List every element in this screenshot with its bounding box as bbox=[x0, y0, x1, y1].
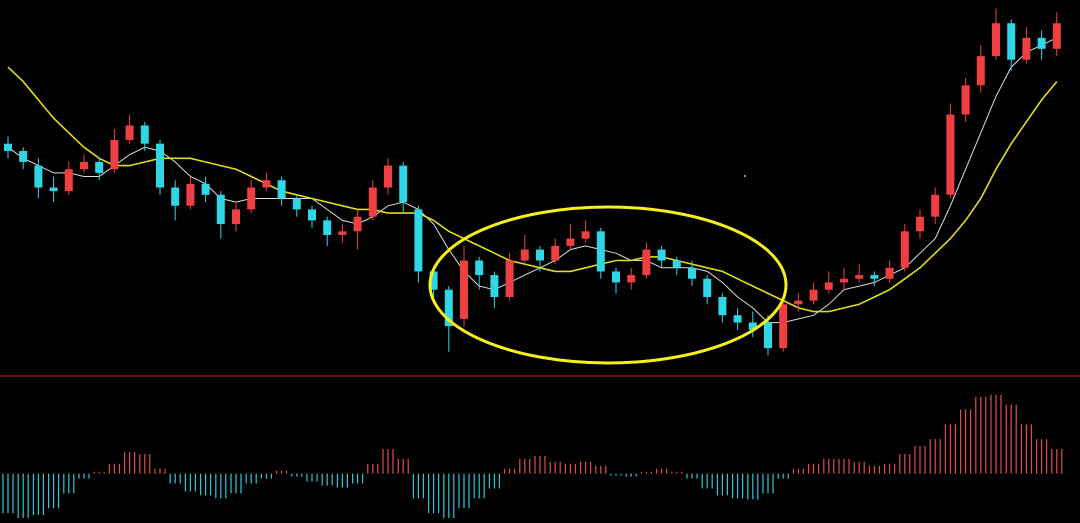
candle-body bbox=[1007, 23, 1016, 60]
plot-area bbox=[2, 8, 1063, 519]
candle-body bbox=[262, 180, 271, 188]
candle-body bbox=[566, 238, 575, 246]
candle-body bbox=[612, 271, 620, 283]
candle-body bbox=[64, 169, 73, 192]
moving-average-line bbox=[7, 37, 1058, 324]
candle-body bbox=[855, 275, 864, 279]
candle-body bbox=[232, 209, 240, 224]
candle-body bbox=[581, 231, 590, 239]
candle-body bbox=[95, 161, 104, 173]
candle-body bbox=[34, 165, 43, 188]
candle-body bbox=[809, 289, 818, 301]
candle-body bbox=[277, 180, 286, 199]
candle-body bbox=[627, 275, 636, 283]
candle-body bbox=[49, 187, 58, 192]
candle-body bbox=[520, 249, 529, 261]
candle-body bbox=[961, 85, 970, 115]
candle-body bbox=[551, 245, 560, 261]
candle-body bbox=[140, 125, 149, 144]
candle-body bbox=[110, 140, 119, 170]
candle-body bbox=[384, 165, 392, 188]
candle-body bbox=[414, 209, 423, 272]
moving-average-line bbox=[7, 66, 1058, 313]
candle-body bbox=[900, 231, 909, 268]
candle-body bbox=[338, 231, 347, 235]
candle-body bbox=[460, 260, 468, 319]
candle-body bbox=[444, 289, 453, 327]
candle-body bbox=[718, 297, 727, 316]
candle-body bbox=[80, 161, 88, 170]
candle-body bbox=[399, 165, 408, 203]
candle-body bbox=[657, 249, 666, 261]
candle-body bbox=[19, 151, 28, 162]
candle-body bbox=[764, 322, 772, 349]
candle-body bbox=[779, 304, 788, 349]
candle-body bbox=[931, 194, 940, 217]
candle-body bbox=[323, 220, 332, 235]
candle-body bbox=[186, 183, 195, 206]
candle-body bbox=[992, 23, 1000, 57]
candle-body bbox=[1037, 37, 1046, 49]
candle-body bbox=[216, 194, 225, 224]
candle-body bbox=[916, 216, 924, 232]
candle-body bbox=[748, 322, 757, 330]
candle-body bbox=[703, 278, 712, 297]
candle-body bbox=[247, 187, 256, 210]
candle-body bbox=[642, 249, 651, 276]
candle-body bbox=[201, 183, 210, 195]
candle-body bbox=[475, 260, 484, 276]
candle-body bbox=[672, 260, 681, 268]
candle-body bbox=[946, 114, 955, 195]
candle-body bbox=[505, 260, 514, 297]
highlight-ellipse bbox=[428, 205, 788, 365]
dot bbox=[744, 175, 746, 177]
candle-body bbox=[870, 275, 879, 279]
candle-body bbox=[4, 143, 12, 151]
candle-body bbox=[429, 271, 438, 290]
candle-body bbox=[840, 278, 848, 283]
candle-body bbox=[353, 216, 362, 232]
candle-body bbox=[976, 56, 985, 86]
candle-body bbox=[308, 209, 316, 221]
candle-body bbox=[733, 315, 742, 323]
candle-body bbox=[794, 300, 803, 305]
candle-body bbox=[490, 275, 499, 297]
candle-body bbox=[125, 125, 134, 141]
candle-body bbox=[688, 267, 696, 279]
candle-body bbox=[171, 187, 180, 206]
candle-body bbox=[292, 198, 301, 210]
candle-body bbox=[536, 249, 544, 261]
candle-body bbox=[885, 267, 894, 279]
candle-body bbox=[1022, 37, 1031, 60]
candle-body bbox=[824, 282, 833, 290]
candle-body bbox=[1052, 23, 1061, 49]
candle-body bbox=[368, 187, 377, 217]
candle-body bbox=[156, 143, 164, 188]
candle-body bbox=[596, 231, 605, 272]
